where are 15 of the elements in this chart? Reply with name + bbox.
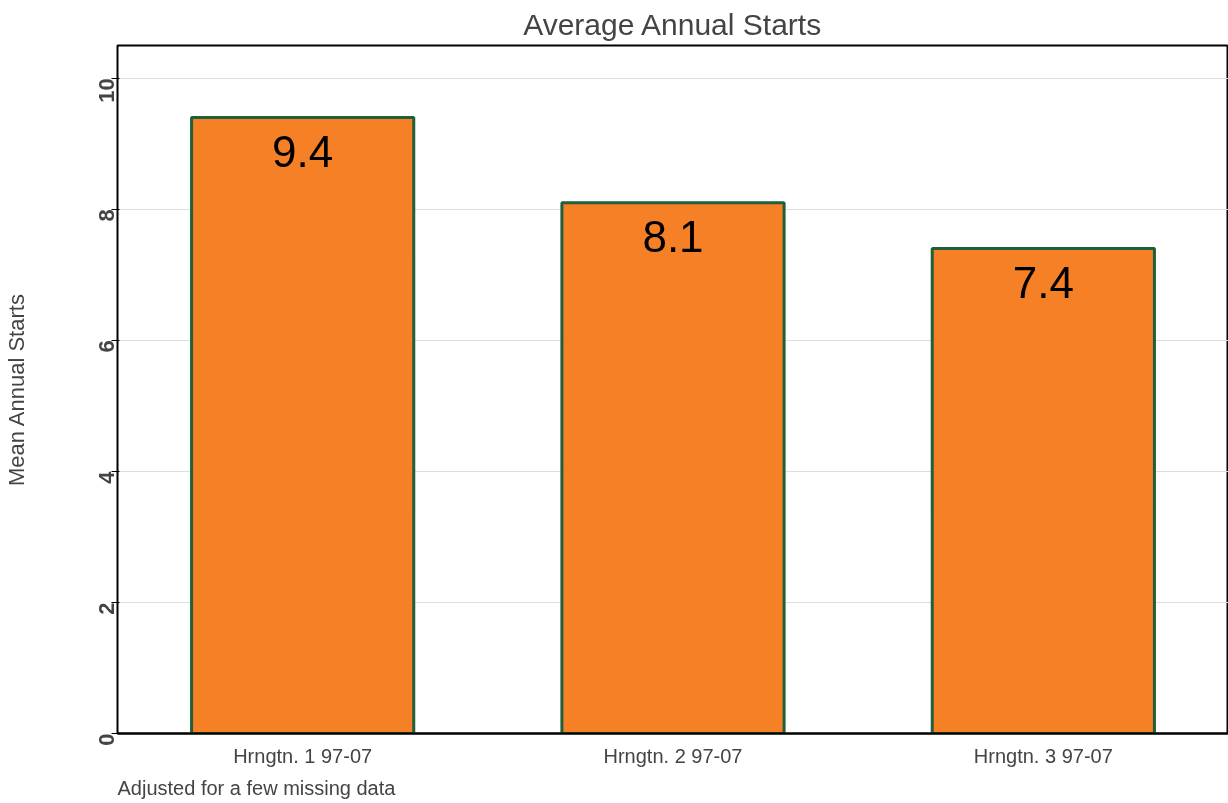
x-tick-label: Hrngtn. 1 97-07: [233, 744, 373, 767]
y-tick-label: 0: [94, 733, 119, 746]
text: Adjusted for a few missing data: [117, 776, 397, 799]
chart-title: Average Annual Starts: [523, 7, 822, 41]
y-tick-label: 8: [94, 209, 119, 222]
y-tick-label: 2: [94, 602, 119, 615]
x-tick-label: Hrngtn. 2 97-07: [603, 744, 743, 767]
data-label: 8.1: [642, 211, 704, 261]
y-axis-title: Mean Annual Starts: [3, 294, 29, 487]
data-label: 9.4: [272, 126, 334, 176]
y-tick-label: 6: [94, 340, 119, 353]
y-tick-label: 10: [94, 78, 119, 103]
x-tick-label: Hrngtn. 3 97-07: [973, 744, 1113, 767]
y-tick-label: 4: [94, 470, 119, 484]
data-label: 7.4: [1012, 257, 1074, 307]
